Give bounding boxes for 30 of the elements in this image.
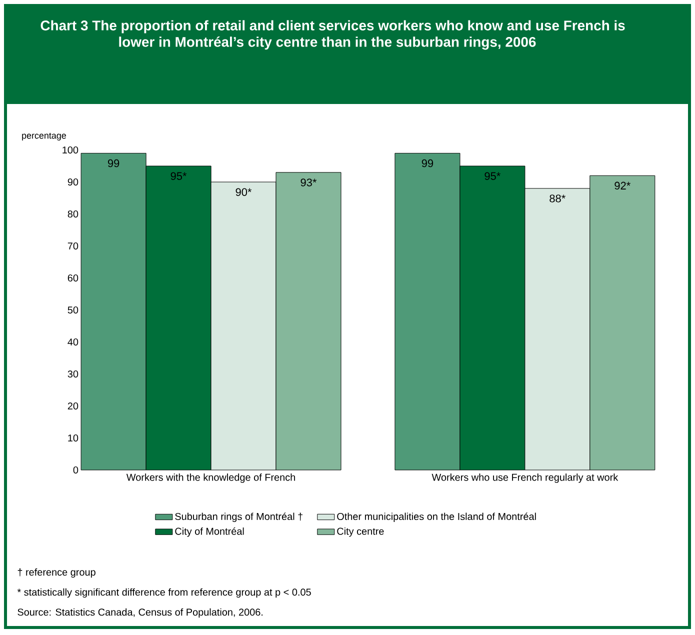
source-note: Source: Statistics Canada, Census of Population, 2006. bbox=[18, 608, 263, 618]
data-label: 92* bbox=[614, 182, 630, 190]
x-tick-label: Workers with the knowledge of French bbox=[126, 474, 295, 483]
data-label: 88* bbox=[550, 194, 566, 202]
chart-title: Chart 3 The proportion of retail and client services workers who know and use French is lower in Montréal’s city centre than in the suburban rings, 2006 bbox=[40, 20, 625, 50]
y-tick-label: 0 bbox=[73, 466, 78, 474]
data-label: 90* bbox=[236, 188, 252, 196]
y-tick-label: 30 bbox=[68, 370, 78, 378]
data-label: 95* bbox=[170, 172, 187, 180]
y-tick-label: 80 bbox=[68, 210, 78, 218]
y-tick-label: 70 bbox=[68, 242, 78, 250]
y-tick-label: 20 bbox=[68, 402, 78, 410]
legend-label: Other municipalities on the Island of Montréal bbox=[337, 512, 536, 522]
legend-label: Suburban rings of Montréal † bbox=[175, 512, 302, 522]
data-label: 93* bbox=[300, 178, 317, 186]
y-tick-label: 10 bbox=[68, 434, 78, 442]
y-tick-label: 50 bbox=[68, 306, 78, 314]
x-tick-label: Workers who use French regularly at work bbox=[432, 474, 618, 483]
data-label: 95* bbox=[484, 172, 500, 180]
text: † reference group bbox=[18, 568, 96, 578]
text: * statistically significant difference from reference group at p < 0.05 bbox=[17, 588, 311, 598]
data-label: 99 bbox=[422, 159, 434, 168]
y-axis-title: percentage bbox=[22, 132, 66, 140]
legend-label: City of Montréal bbox=[175, 527, 244, 537]
legend-label: City centre bbox=[337, 527, 384, 537]
y-tick-label: 40 bbox=[68, 338, 78, 346]
y-tick-label: 60 bbox=[68, 274, 78, 282]
y-tick-label: 90 bbox=[68, 178, 78, 186]
data-label: 99 bbox=[108, 159, 120, 168]
y-tick-label: 100 bbox=[62, 146, 78, 154]
